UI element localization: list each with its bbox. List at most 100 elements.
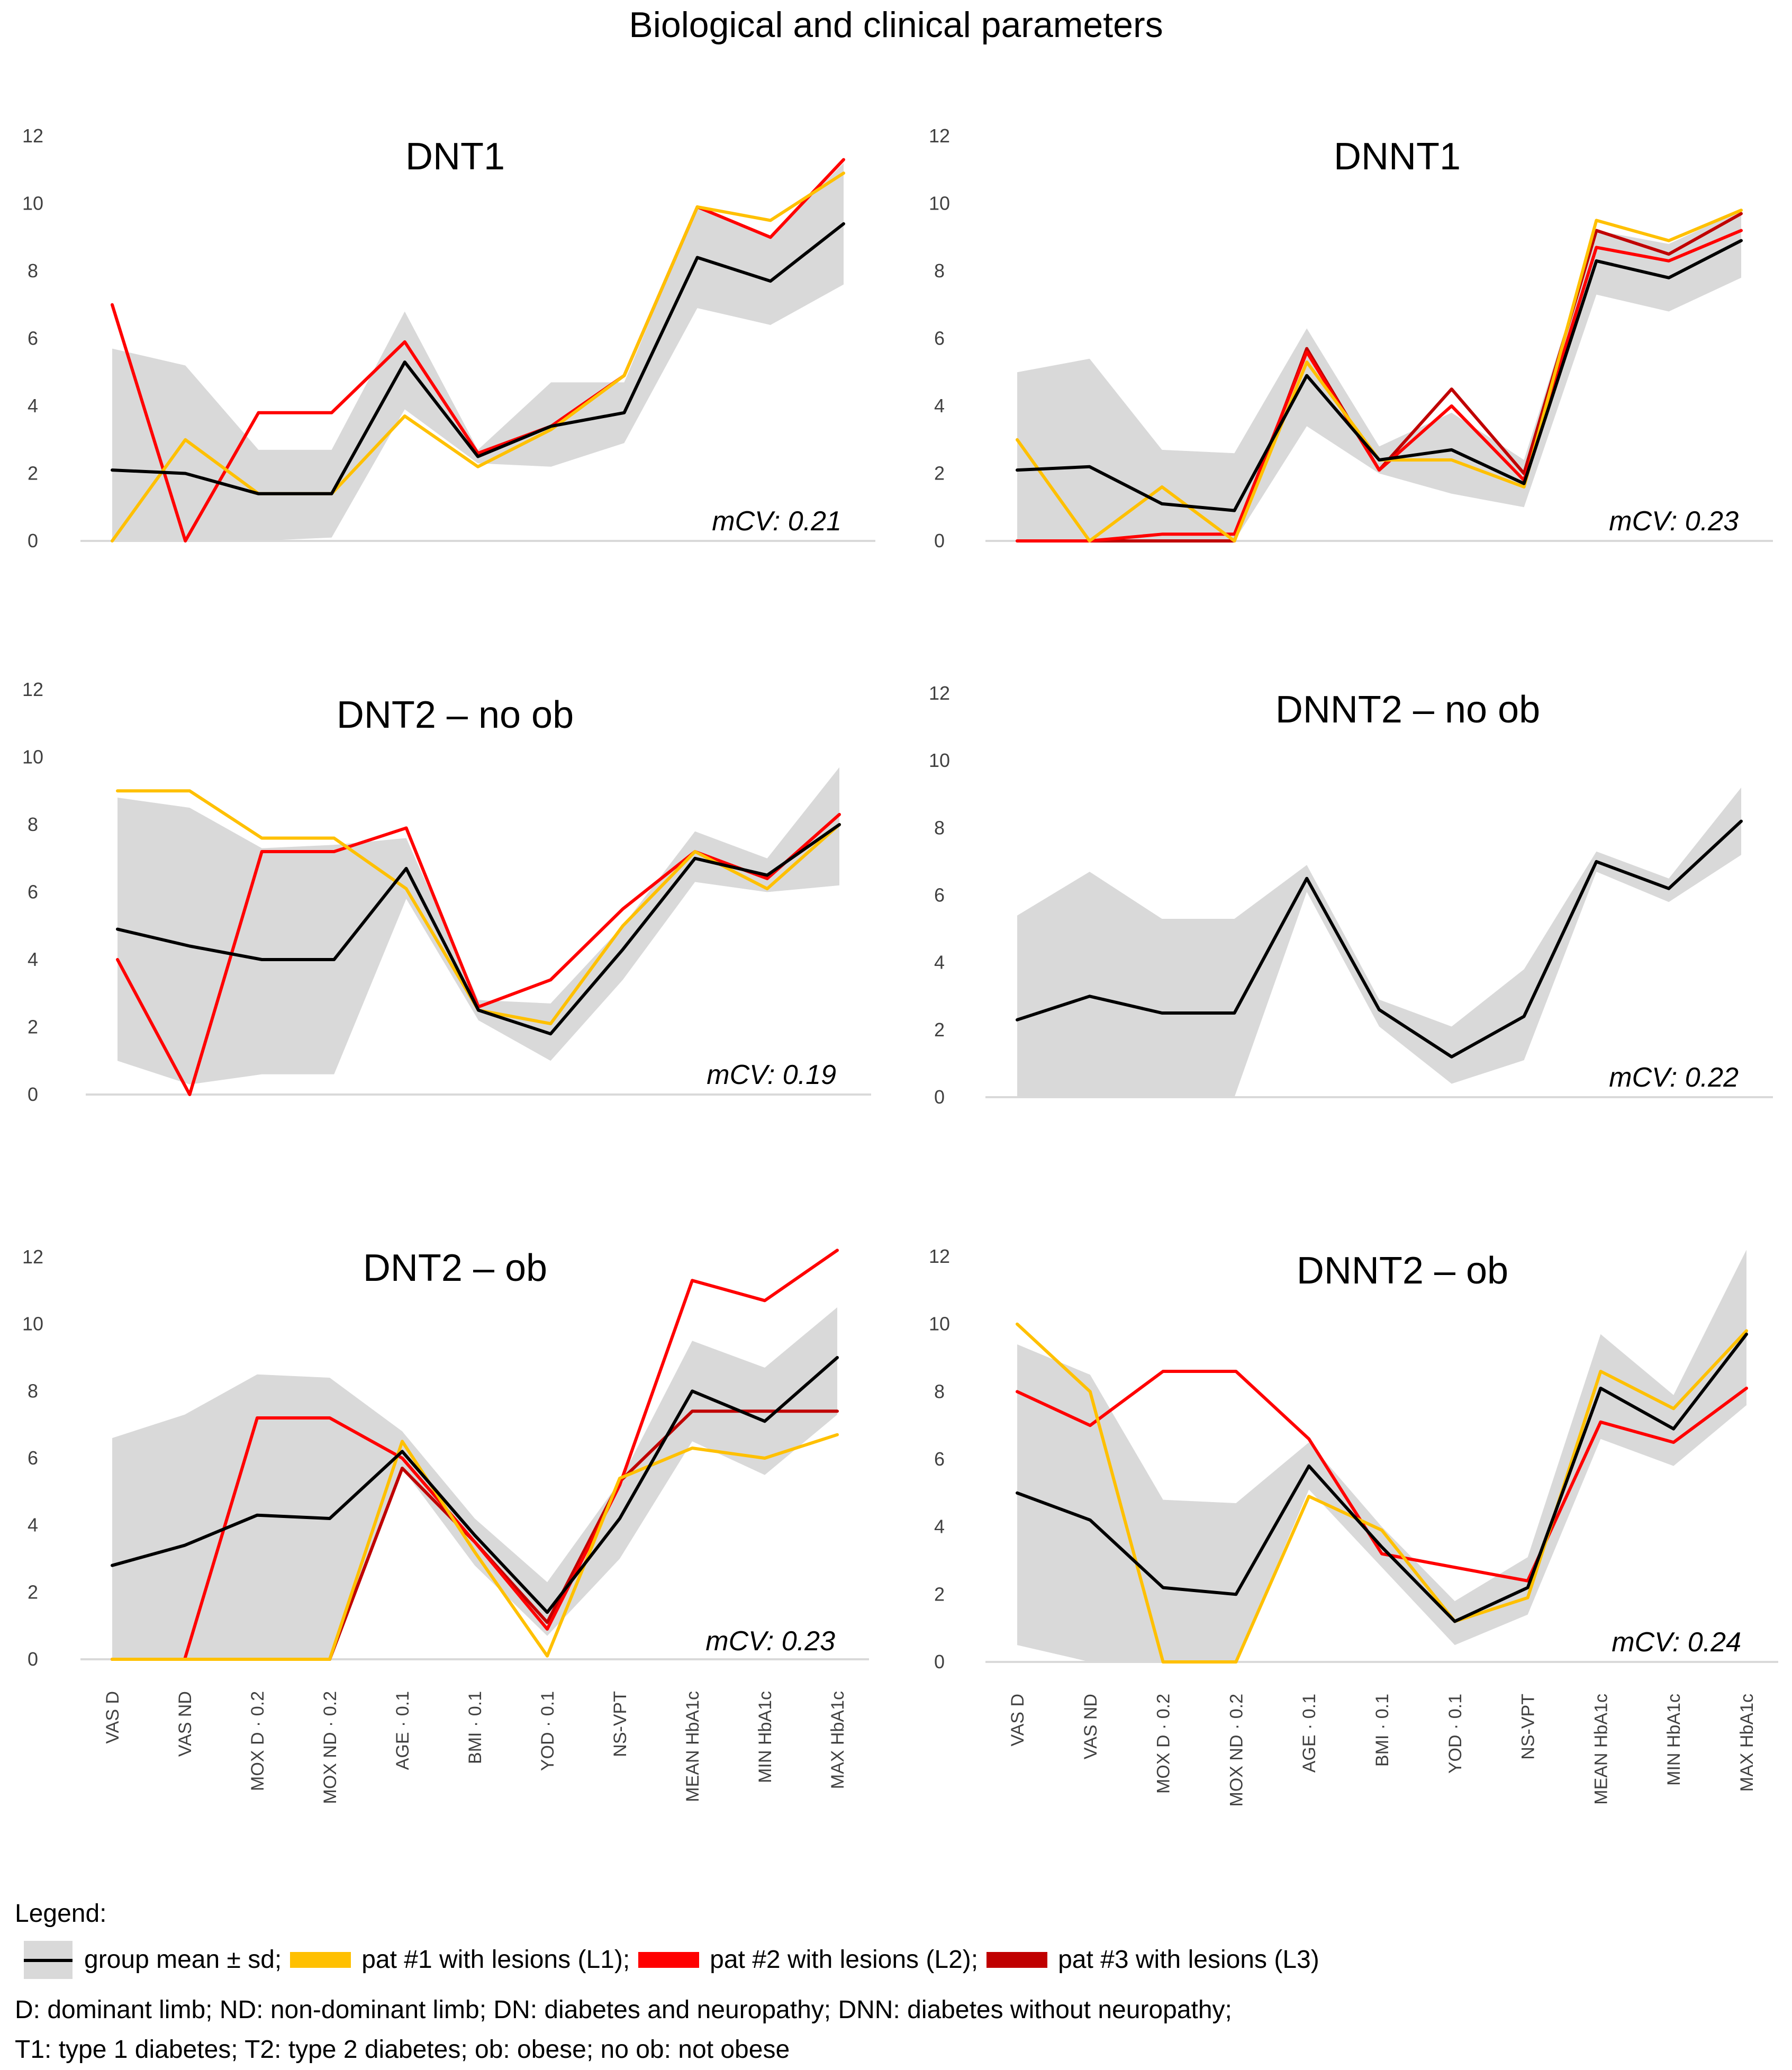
- x-tick-label: BMI · 0.1: [1372, 1694, 1392, 1767]
- legend-item-L3: pat #3 with lesions (L3): [986, 1945, 1319, 1974]
- y-tick-label: 8: [934, 817, 945, 838]
- x-tick-label: MIN HbA1c: [755, 1691, 775, 1783]
- y-tick-label: 10: [929, 193, 950, 214]
- sd-band: [1017, 788, 1741, 1097]
- y-tick-label: 8: [28, 260, 38, 282]
- legend-label-L3: pat #3 with lesions (L3): [1058, 1946, 1319, 1974]
- legend-swatch-L2: [638, 1951, 700, 1968]
- sd-band: [112, 163, 844, 541]
- y-tick-label: 4: [934, 1516, 945, 1538]
- y-tick-label: 6: [28, 881, 38, 903]
- y-tick-label: 4: [28, 395, 38, 417]
- sd-band: [1017, 1250, 1746, 1662]
- y-tick-label: 8: [934, 260, 945, 282]
- x-tick-label: MAX HbA1c: [828, 1691, 848, 1789]
- mcv-annotation: mCV: 0.21: [712, 506, 841, 537]
- y-tick-label: 2: [934, 1019, 945, 1041]
- x-tick-label: VAS ND: [175, 1691, 195, 1757]
- mcv-annotation: mCV: 0.22: [1609, 1062, 1739, 1093]
- y-tick-label: 8: [934, 1380, 945, 1402]
- legend-title: Legend:: [15, 1900, 107, 1928]
- series-line-mean: [1016, 819, 1743, 1059]
- chart-panel-4: 0 2 4 6 8 10 12 DNNT2 – no ob mCV: 0.22: [929, 682, 1773, 1108]
- legend-notes: D: dominant limb; ND: non-dominant limb;…: [15, 1990, 1232, 2069]
- x-tick-label: MOX D · 0.2: [248, 1691, 268, 1791]
- x-tick-label: NS-VPT: [610, 1691, 630, 1757]
- y-tick-label: 2: [934, 1583, 945, 1605]
- series-line-mean: [1016, 1332, 1748, 1623]
- y-tick-label: 12: [929, 1245, 950, 1267]
- x-tick-label: MOX D · 0.2: [1154, 1694, 1174, 1794]
- x-tick-label: BMI · 0.1: [465, 1691, 485, 1764]
- legend-item-L2: pat #2 with lesions (L2);: [638, 1945, 978, 1974]
- x-tick-label: VAS D: [1008, 1694, 1028, 1747]
- legend-swatch-L1: [290, 1951, 351, 1968]
- y-tick-label: 12: [22, 679, 43, 700]
- x-tick-label: MOX ND · 0.2: [320, 1691, 340, 1804]
- chart-panel-1: 0 2 4 6 8 10 12 DNT1 mCV: 0.21: [22, 125, 875, 552]
- y-tick-label: 0: [28, 1083, 38, 1105]
- chart-title: DNT1: [405, 135, 505, 178]
- legend-label-L1: pat #1 with lesions (L1);: [361, 1946, 630, 1974]
- x-tick-label: MEAN HbA1c: [1591, 1694, 1611, 1805]
- y-tick-label: 2: [28, 463, 38, 484]
- y-tick-label: 10: [22, 193, 43, 214]
- series-line-L1: [111, 1433, 839, 1661]
- series-line-mean: [116, 823, 841, 1036]
- chart-panel-5: 0 2 4 6 8 10 12 DNT2 – ob mCV: 0.23 VAS D VAS ND MO…: [22, 1246, 869, 1804]
- legend: group mean ± sd; pat #1 with lesions (L1…: [24, 1940, 1328, 1979]
- series-line-L2: [1016, 229, 1743, 543]
- x-tick-label: VAS ND: [1081, 1694, 1101, 1759]
- x-tick-label: NS-VPT: [1518, 1694, 1538, 1760]
- y-tick-label: 6: [934, 884, 945, 906]
- y-tick-label: 4: [934, 952, 945, 973]
- chart-panel-2: 0 2 4 6 8 10 12 DNNT1 mCV: 0.23: [929, 125, 1773, 552]
- y-tick-label: 0: [934, 1651, 945, 1673]
- main-title: Biological and clinical parameters: [629, 5, 1163, 45]
- series-line-L1: [111, 171, 845, 543]
- y-tick-label: 6: [28, 1447, 38, 1469]
- y-tick-label: 10: [929, 749, 950, 771]
- y-tick-label: 4: [934, 395, 945, 417]
- y-tick-label: 10: [22, 746, 43, 768]
- y-tick-label: 12: [22, 1246, 43, 1268]
- y-tick-label: 12: [929, 125, 950, 147]
- y-tick-label: 6: [28, 328, 38, 349]
- legend-swatch-L3: [986, 1951, 1048, 1968]
- y-tick-label: 6: [934, 328, 945, 349]
- legend-label-L2: pat #2 with lesions (L2);: [710, 1946, 979, 1974]
- sd-band: [112, 1307, 837, 1659]
- y-tick-label: 10: [929, 1313, 950, 1335]
- sd-band: [117, 767, 839, 1084]
- x-tick-label: MEAN HbA1c: [683, 1691, 703, 1802]
- y-tick-label: 0: [28, 530, 38, 552]
- x-tick-label: MOX ND · 0.2: [1226, 1694, 1246, 1806]
- x-tick-label: YOD · 0.1: [1445, 1694, 1465, 1774]
- legend-note-2: T1: type 1 diabetes; T2: type 2 diabetes…: [15, 2036, 790, 2064]
- series-line-L2: [111, 1249, 839, 1661]
- x-tick-label: AGE · 0.1: [1299, 1694, 1319, 1773]
- legend-label-band: group mean ± sd;: [84, 1946, 282, 1974]
- mcv-annotation: mCV: 0.19: [707, 1060, 836, 1090]
- x-tick-label: MIN HbA1c: [1664, 1694, 1684, 1786]
- chart-title: DNNT2 – ob: [1297, 1250, 1508, 1292]
- y-tick-label: 0: [28, 1648, 38, 1670]
- y-tick-label: 0: [934, 1086, 945, 1108]
- y-tick-label: 6: [934, 1448, 945, 1470]
- chart-title: DNNT1: [1334, 135, 1461, 178]
- legend-swatch-band: [24, 1940, 73, 1979]
- legend-item-band: group mean ± sd;: [24, 1940, 282, 1979]
- chart-title: DNT2 – no ob: [337, 694, 574, 736]
- chart-title: DNT2 – ob: [363, 1247, 547, 1289]
- sd-band: [1017, 210, 1741, 541]
- mcv-annotation: mCV: 0.23: [1609, 506, 1739, 537]
- x-tick-label: MAX HbA1c: [1737, 1694, 1757, 1792]
- y-tick-label: 12: [22, 125, 43, 147]
- series-line-mean: [1016, 239, 1743, 512]
- legend-item-L1: pat #1 with lesions (L1);: [290, 1945, 630, 1974]
- mcv-annotation: mCV: 0.24: [1612, 1627, 1741, 1658]
- series-line-L1: [1016, 1322, 1748, 1664]
- mcv-annotation: mCV: 0.23: [705, 1626, 835, 1657]
- series-line-mean: [111, 1356, 839, 1614]
- x-tick-label: VAS D: [103, 1691, 123, 1744]
